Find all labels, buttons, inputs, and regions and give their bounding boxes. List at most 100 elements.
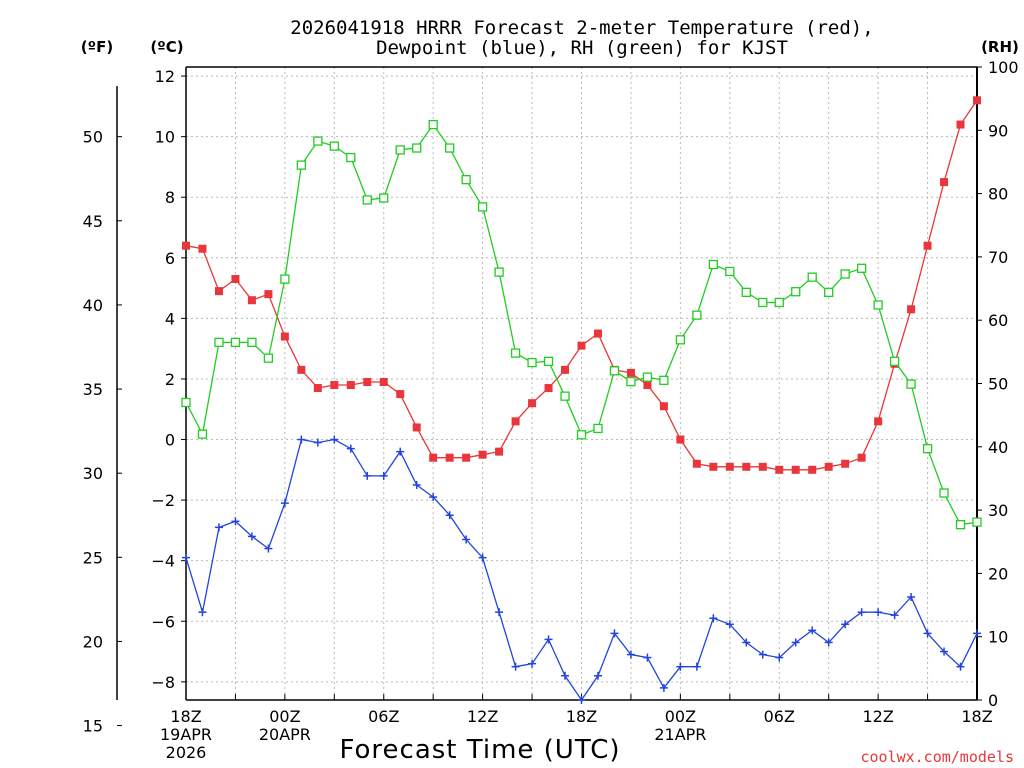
fahrenheit-tick-label: 20 [83, 632, 103, 651]
fahrenheit-tick-label: 35 [83, 380, 103, 399]
rh-point [840, 269, 850, 279]
temperature-point [824, 462, 833, 471]
dewpoint-point [791, 638, 800, 647]
rh-tick-label: 40 [988, 438, 1008, 457]
rh-point [972, 517, 982, 527]
fahrenheit-tick-label: 30 [83, 464, 103, 483]
temperature-point [857, 453, 866, 462]
rh-tick-label: 20 [988, 564, 1008, 583]
dewpoint-point [396, 447, 405, 456]
dewpoint-point [692, 662, 701, 671]
rh-point [412, 143, 422, 153]
celsius-tick-label: 6 [165, 249, 175, 268]
temperature-point [593, 329, 602, 338]
rh-tick-label: 100 [988, 58, 1019, 77]
rh-point [362, 195, 372, 205]
dewpoint-point [313, 438, 322, 447]
rh-point [461, 175, 471, 185]
temperature-point [808, 465, 817, 474]
rh-point [527, 357, 537, 368]
time-tick-label: 00Z [665, 707, 696, 726]
temperature-point [478, 450, 487, 459]
temperature-point [297, 365, 306, 374]
dewpoint-point [462, 535, 471, 544]
dewpoint-point [593, 671, 602, 680]
rh-point [428, 119, 438, 130]
rh-tick-label: 10 [988, 628, 1008, 647]
celsius-tick-label: 0 [165, 431, 175, 450]
temperature-point [346, 381, 355, 390]
temperature-point [214, 287, 223, 296]
rh-series-line [185, 123, 978, 526]
rh-point [692, 310, 702, 320]
temperature-point [198, 244, 207, 253]
dewpoint-point [824, 638, 833, 647]
temperature-point [247, 296, 256, 305]
series-layer [181, 96, 982, 704]
source-credit: coolwx.com/models [860, 748, 1014, 766]
rh-unit-label: (RH) [981, 38, 1019, 56]
dewpoint-point [973, 629, 981, 638]
dewpoint-point [725, 620, 734, 629]
temperature-point [462, 453, 471, 462]
rh-point [247, 337, 257, 348]
rh-point [181, 397, 191, 408]
dewpoint-point [907, 593, 916, 602]
rh-point [214, 337, 224, 348]
temperature-point [544, 384, 553, 393]
rh-point [889, 356, 900, 366]
dewpoint-point [890, 611, 899, 620]
dewpoint-point [231, 517, 240, 526]
dewpoint-point [758, 650, 767, 659]
dewpoint-point [577, 696, 586, 704]
dewpoint-point [742, 638, 751, 647]
rh-tick-label: 0 [988, 691, 998, 710]
temperature-point [626, 368, 635, 377]
rh-point [477, 202, 488, 212]
dewpoint-point [561, 671, 570, 680]
temperature-point [231, 275, 240, 284]
temperature-point [396, 390, 405, 399]
chart-title-line2: Dewpoint (blue), RH (green) for KJST [376, 37, 788, 59]
dewpoint-point [659, 683, 668, 692]
celsius-tick-label: 4 [165, 309, 175, 328]
celsius-tick-label: 10 [155, 128, 175, 147]
rh-tick-label: 70 [988, 248, 1008, 267]
temperature-point [956, 120, 965, 129]
temperature-point [676, 435, 685, 444]
dewpoint-point [528, 659, 537, 668]
dewpoint-point [857, 608, 866, 617]
rh-point [494, 267, 504, 277]
rh-point [609, 366, 620, 376]
rh-point [313, 136, 323, 146]
dewpoint-point [198, 608, 207, 617]
dewpoint-point [280, 499, 289, 508]
time-tick-label: 18Z [961, 707, 992, 726]
temperature-point [528, 399, 537, 408]
dewpoint-point [363, 471, 372, 480]
rh-point [675, 335, 686, 345]
rh-point [510, 348, 521, 358]
celsius-tick-label: −6 [151, 612, 175, 631]
dewpoint-point [956, 662, 965, 671]
rh-point [758, 297, 768, 308]
rh-point [791, 287, 801, 297]
rh-point [230, 337, 241, 348]
dewpoint-point [182, 553, 190, 562]
time-tick-label: 06Z [764, 707, 795, 726]
dewpoint-point [445, 511, 454, 520]
temperature-point [923, 241, 932, 250]
rh-point [659, 375, 669, 385]
dewpoint-point [478, 553, 487, 562]
dewpoint-point [808, 626, 817, 635]
rh-point [922, 444, 933, 454]
dewpoint-point [330, 435, 339, 444]
temperature-point [775, 465, 784, 474]
rh-tick-label: 80 [988, 185, 1008, 204]
fahrenheit-tick-label: 15 [83, 717, 103, 736]
fahrenheit-tick-label: 25 [83, 548, 103, 567]
time-tick-label: 20APR [259, 725, 311, 744]
dewpoint-point [544, 635, 553, 644]
rh-point [939, 488, 949, 498]
temperature-point [907, 305, 916, 314]
